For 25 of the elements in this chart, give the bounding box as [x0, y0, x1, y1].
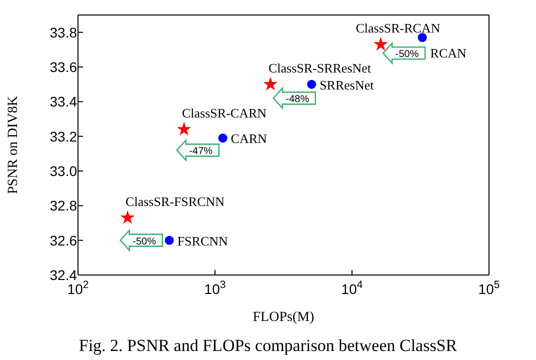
data-label: RCAN [430, 46, 468, 61]
x-tick-label: 10$^{3}$ [204, 279, 226, 297]
y-tick-label: 33.8 [50, 24, 78, 40]
data-label: CARN [230, 131, 268, 146]
x-tick-label: 10$^{4}$ [341, 279, 363, 297]
y-tick-label: 32.6 [50, 232, 78, 248]
y-tick-label: 33.2 [50, 128, 78, 144]
x-tick-label: 10$^{5}$ [478, 279, 500, 297]
y-tick-label: 32.8 [50, 198, 78, 214]
caption: Fig. 2. PSNR and FLOPs comparison between ClassSR [78, 335, 458, 357]
annotation: -50% [395, 49, 419, 60]
annotation: -48% [286, 94, 310, 106]
x-axis-title: FLOPs(M) [252, 310, 315, 325]
y-tick-label: 33.6 [50, 59, 78, 75]
annotation: -47% [189, 146, 213, 158]
data-label: FSRCNN [177, 233, 229, 248]
y-tick-label: 33.0 [50, 163, 78, 179]
data-label: ClassSR-CARN [182, 105, 268, 120]
y-tick-label: 33.4 [50, 94, 78, 110]
data-label: ClassSR-FSRCNN [126, 194, 226, 209]
data-label: SRResNet [320, 77, 374, 92]
y-axis-title: PSNR on DIV8K [6, 96, 21, 194]
data-label: ClassSR-SRResNet [268, 60, 372, 76]
data-label: ClassSR-RCAN [356, 20, 441, 36]
annotation: -50% [132, 236, 156, 248]
